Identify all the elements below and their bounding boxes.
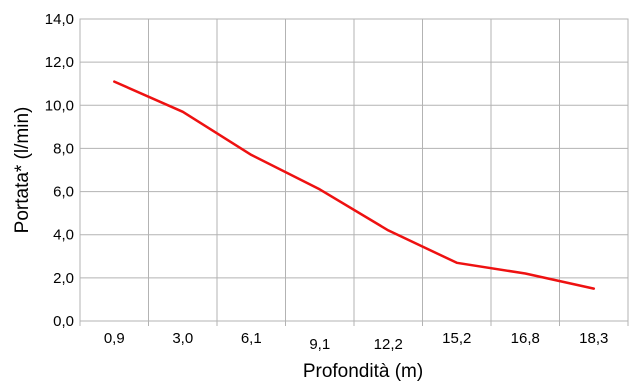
y-tick-labels: 0,0 2,0 4,0 6,0 8,0 10,0 12,0 14,0 [45,11,74,330]
x-tick-label: 9,1 [309,336,330,353]
y-tick-label: 12,0 [45,54,74,71]
plot-frame [79,18,629,322]
y-tick-label: 0,0 [53,313,74,330]
y-tick-label: 6,0 [53,184,74,201]
x-tick-label: 15,2 [442,330,471,347]
x-tick-label: 18,3 [579,330,608,347]
x-tick-label: 3,0 [172,330,193,347]
x-axis-title: Profondità (m) [303,361,423,382]
y-tick-label: 2,0 [53,270,74,287]
y-axis-title: Portata* (l/min) [12,107,33,234]
y-tick-label: 10,0 [45,97,74,114]
y-tick-label: 14,0 [45,11,74,28]
y-tick-label: 8,0 [53,140,74,157]
y-tick-label: 4,0 [53,227,74,244]
x-tick-label: 16,8 [511,330,540,347]
x-tick-label: 12,2 [374,336,403,353]
x-tick-label: 6,1 [241,330,262,347]
series-layer [113,80,596,290]
x-tick-labels: 0,9 3,0 6,1 9,1 12,2 15,2 16,8 18,3 [104,330,609,353]
x-tick-label: 0,9 [104,330,125,347]
series-line [113,80,596,290]
grid-layer [79,18,629,326]
